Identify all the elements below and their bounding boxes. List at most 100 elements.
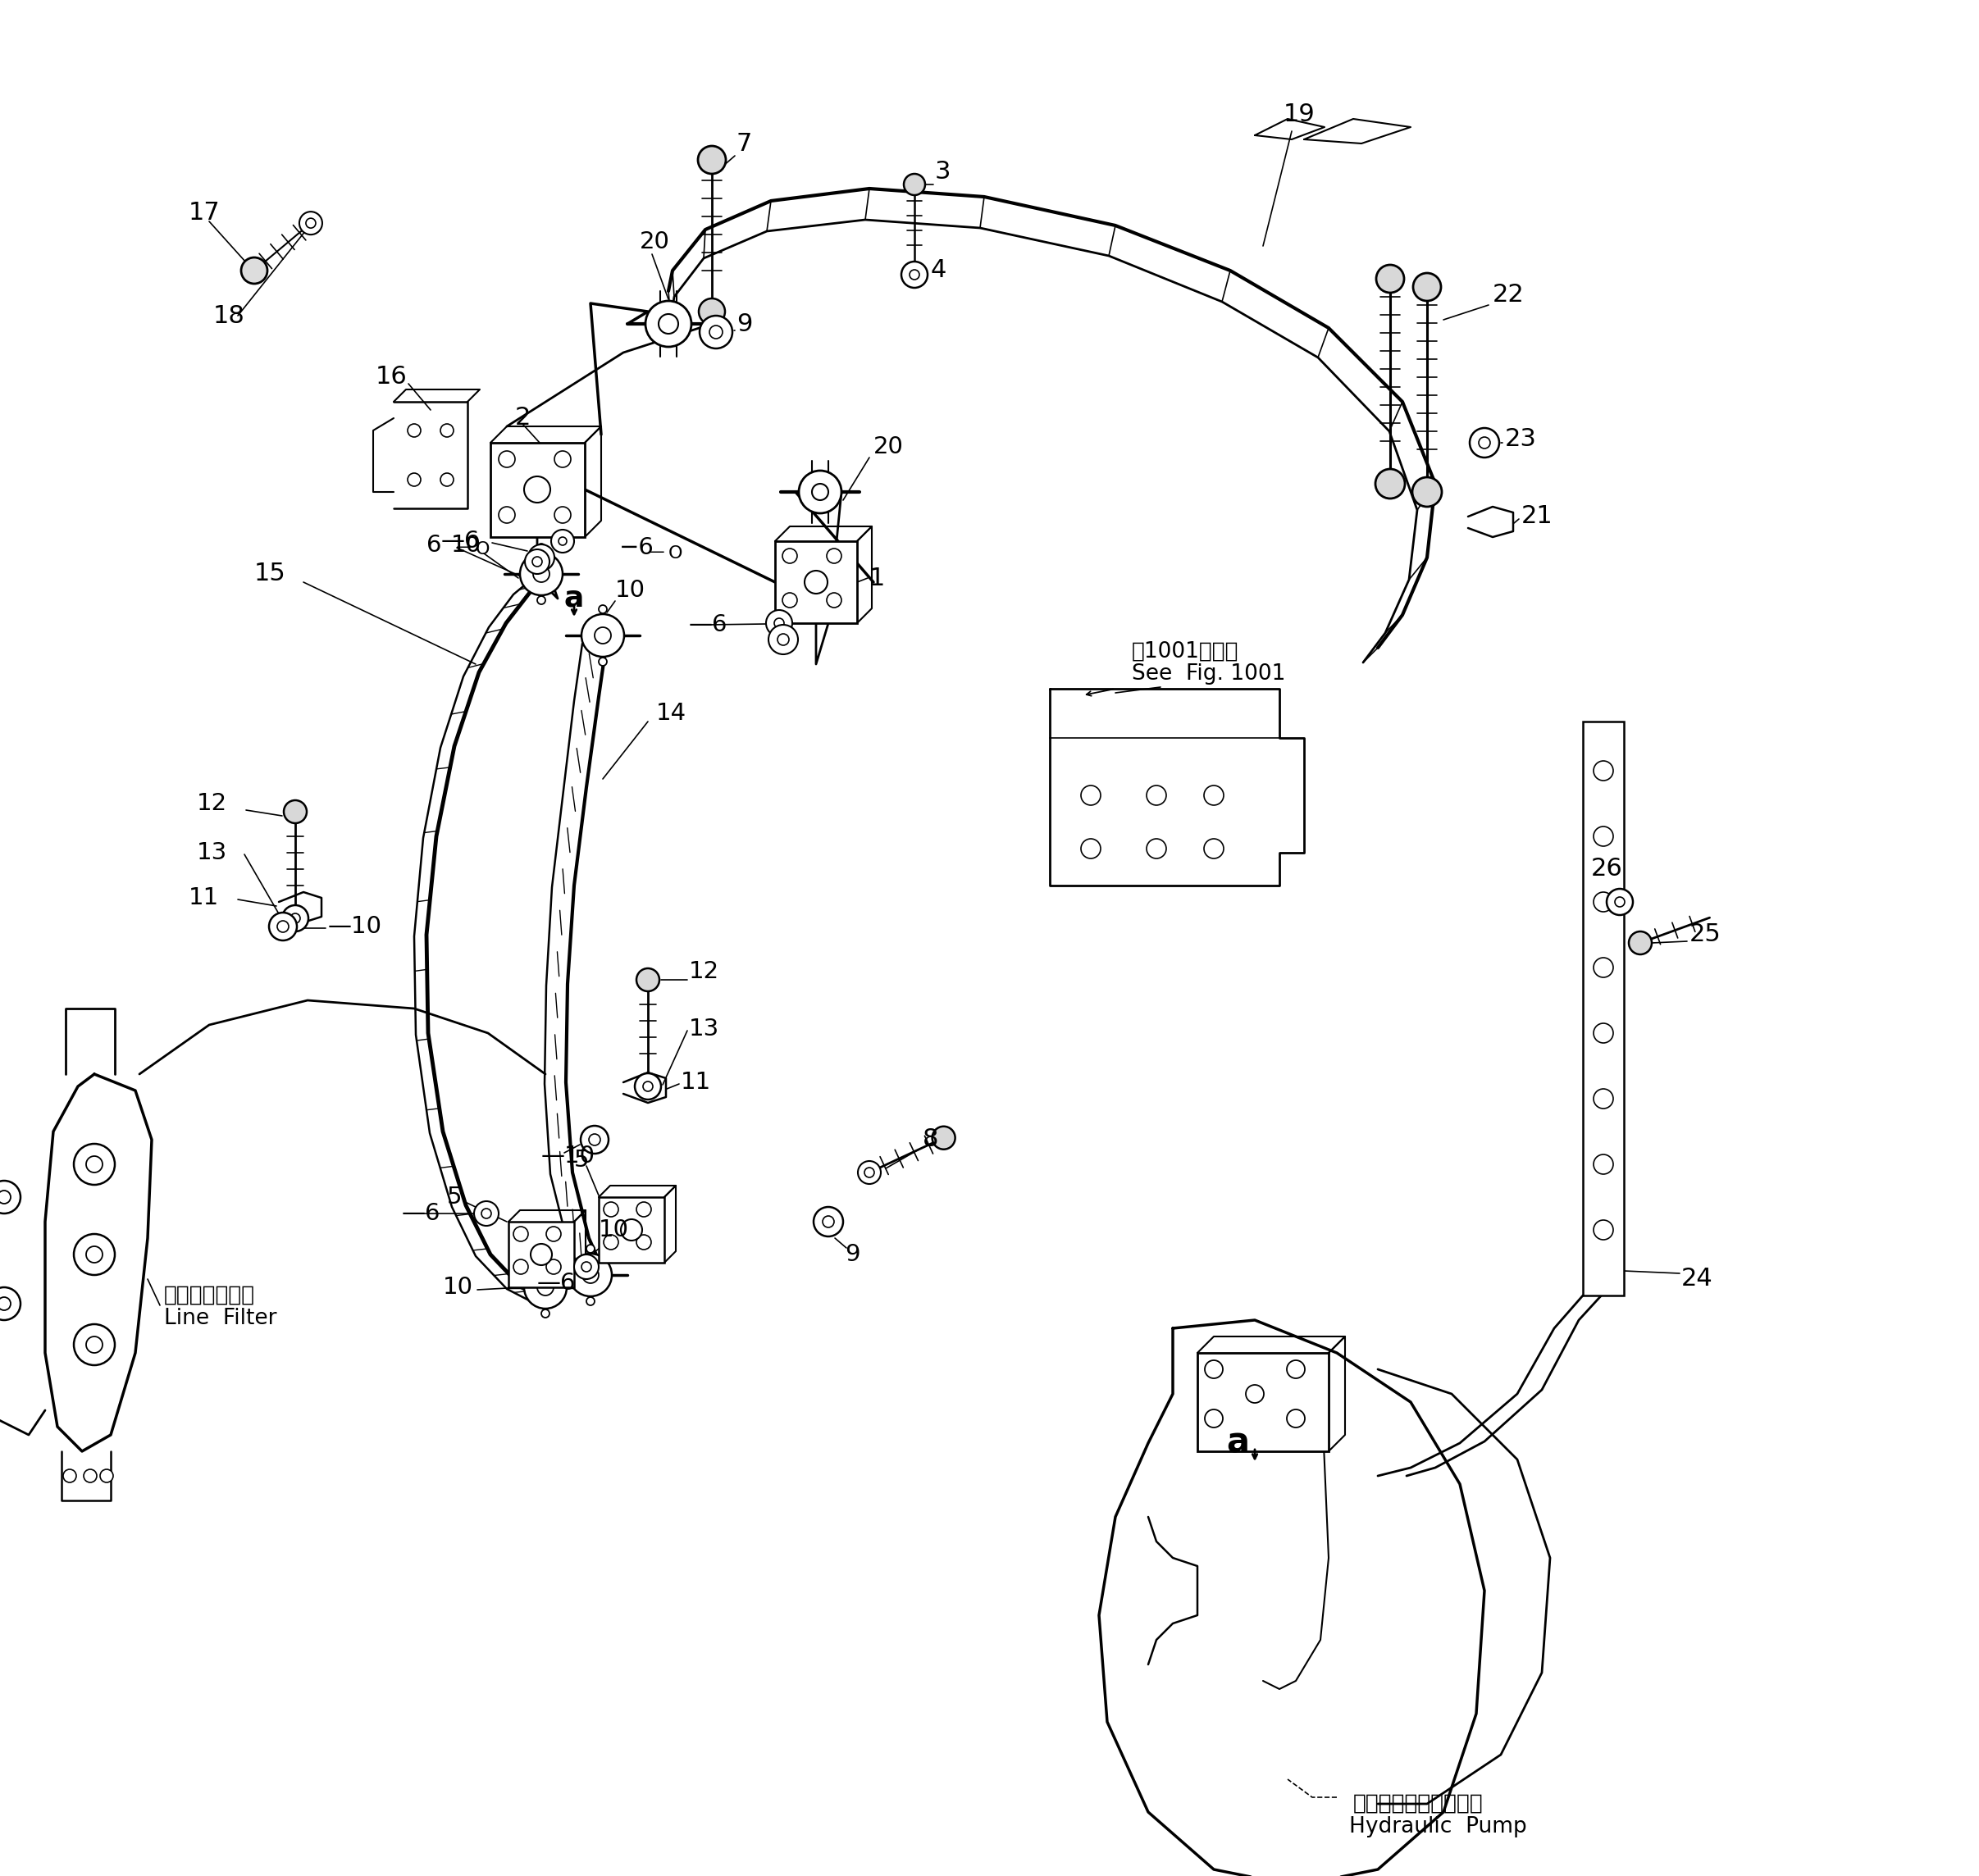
Circle shape	[932, 1126, 956, 1150]
Circle shape	[536, 597, 546, 604]
Circle shape	[299, 212, 323, 234]
Circle shape	[441, 473, 453, 486]
Circle shape	[1286, 1409, 1304, 1428]
Text: —6: —6	[402, 1203, 441, 1225]
Circle shape	[590, 1133, 600, 1146]
Circle shape	[441, 424, 453, 437]
Text: 22: 22	[1492, 283, 1524, 308]
Text: 16: 16	[376, 366, 408, 388]
Text: 8: 8	[922, 1127, 938, 1152]
Circle shape	[513, 1259, 528, 1274]
Text: 20: 20	[873, 435, 904, 458]
Text: 14: 14	[657, 702, 687, 724]
Circle shape	[699, 298, 724, 325]
Circle shape	[536, 553, 546, 563]
Text: O: O	[669, 546, 683, 561]
Circle shape	[1593, 1154, 1613, 1174]
Circle shape	[73, 1144, 115, 1186]
Circle shape	[701, 315, 732, 349]
Circle shape	[524, 477, 550, 503]
Circle shape	[659, 313, 679, 334]
Circle shape	[1247, 1384, 1265, 1403]
Circle shape	[1615, 897, 1625, 906]
Circle shape	[827, 548, 841, 563]
Text: 21: 21	[1522, 505, 1554, 529]
Text: 10: 10	[615, 580, 645, 602]
Circle shape	[0, 1191, 10, 1204]
Circle shape	[805, 570, 827, 593]
Circle shape	[904, 174, 924, 195]
Circle shape	[1286, 1360, 1304, 1379]
Circle shape	[1146, 786, 1166, 805]
Circle shape	[269, 912, 297, 940]
Circle shape	[586, 1244, 594, 1253]
Circle shape	[530, 1244, 552, 1264]
Circle shape	[582, 613, 623, 657]
Circle shape	[865, 1167, 875, 1178]
Circle shape	[621, 1219, 641, 1240]
Text: Hydraulic  Pump: Hydraulic Pump	[1350, 1816, 1528, 1837]
Circle shape	[520, 553, 562, 595]
Circle shape	[277, 921, 289, 932]
Circle shape	[699, 146, 726, 174]
Circle shape	[241, 257, 267, 283]
Circle shape	[857, 1161, 881, 1184]
Bar	[1197, 1353, 1328, 1452]
Text: ハイドロリックポンプ: ハイドロリックポンプ	[1354, 1793, 1484, 1814]
Circle shape	[778, 634, 790, 645]
Text: —: —	[455, 540, 473, 555]
Circle shape	[645, 300, 691, 347]
Text: 7: 7	[736, 131, 752, 156]
Circle shape	[1203, 786, 1223, 805]
Circle shape	[813, 1206, 843, 1236]
Text: 19: 19	[1284, 103, 1316, 128]
Circle shape	[528, 544, 554, 570]
Circle shape	[574, 1255, 600, 1279]
Text: 9: 9	[845, 1244, 861, 1266]
Text: —10: —10	[329, 915, 382, 938]
Circle shape	[481, 1208, 491, 1218]
Circle shape	[63, 1469, 77, 1482]
Circle shape	[782, 593, 798, 608]
Circle shape	[1375, 469, 1405, 499]
Text: 10: 10	[451, 535, 481, 557]
Circle shape	[604, 1203, 617, 1218]
Circle shape	[0, 1180, 20, 1214]
Circle shape	[900, 261, 928, 287]
Circle shape	[87, 1156, 103, 1172]
Circle shape	[513, 1227, 528, 1242]
Text: 11: 11	[188, 885, 220, 910]
Text: ラインフィルタ: ラインフィルタ	[164, 1285, 255, 1306]
Circle shape	[558, 537, 566, 546]
Circle shape	[1478, 437, 1490, 448]
Circle shape	[1146, 839, 1166, 859]
Circle shape	[766, 610, 792, 636]
Circle shape	[637, 1203, 651, 1218]
Text: 13: 13	[689, 1017, 720, 1041]
Text: See  Fig. 1001: See Fig. 1001	[1132, 664, 1286, 685]
Text: 9: 9	[736, 311, 752, 336]
Circle shape	[1205, 1409, 1223, 1428]
Text: O: O	[475, 540, 491, 557]
Bar	[776, 540, 857, 623]
Circle shape	[1413, 477, 1443, 507]
Circle shape	[554, 450, 570, 467]
Text: 15: 15	[253, 563, 287, 585]
Circle shape	[1081, 839, 1100, 859]
Text: —6: —6	[689, 613, 728, 636]
Circle shape	[800, 471, 841, 514]
Text: 3: 3	[934, 159, 952, 184]
Circle shape	[635, 1073, 661, 1099]
Circle shape	[536, 544, 546, 552]
Circle shape	[1413, 274, 1441, 300]
Circle shape	[604, 1234, 617, 1249]
Circle shape	[1593, 827, 1613, 846]
Circle shape	[499, 507, 515, 523]
Circle shape	[811, 484, 829, 501]
Circle shape	[1593, 1022, 1613, 1043]
Text: 10: 10	[443, 1276, 473, 1298]
Circle shape	[637, 1234, 651, 1249]
Circle shape	[1593, 1219, 1613, 1240]
Circle shape	[594, 627, 612, 643]
Text: 12: 12	[689, 961, 718, 983]
